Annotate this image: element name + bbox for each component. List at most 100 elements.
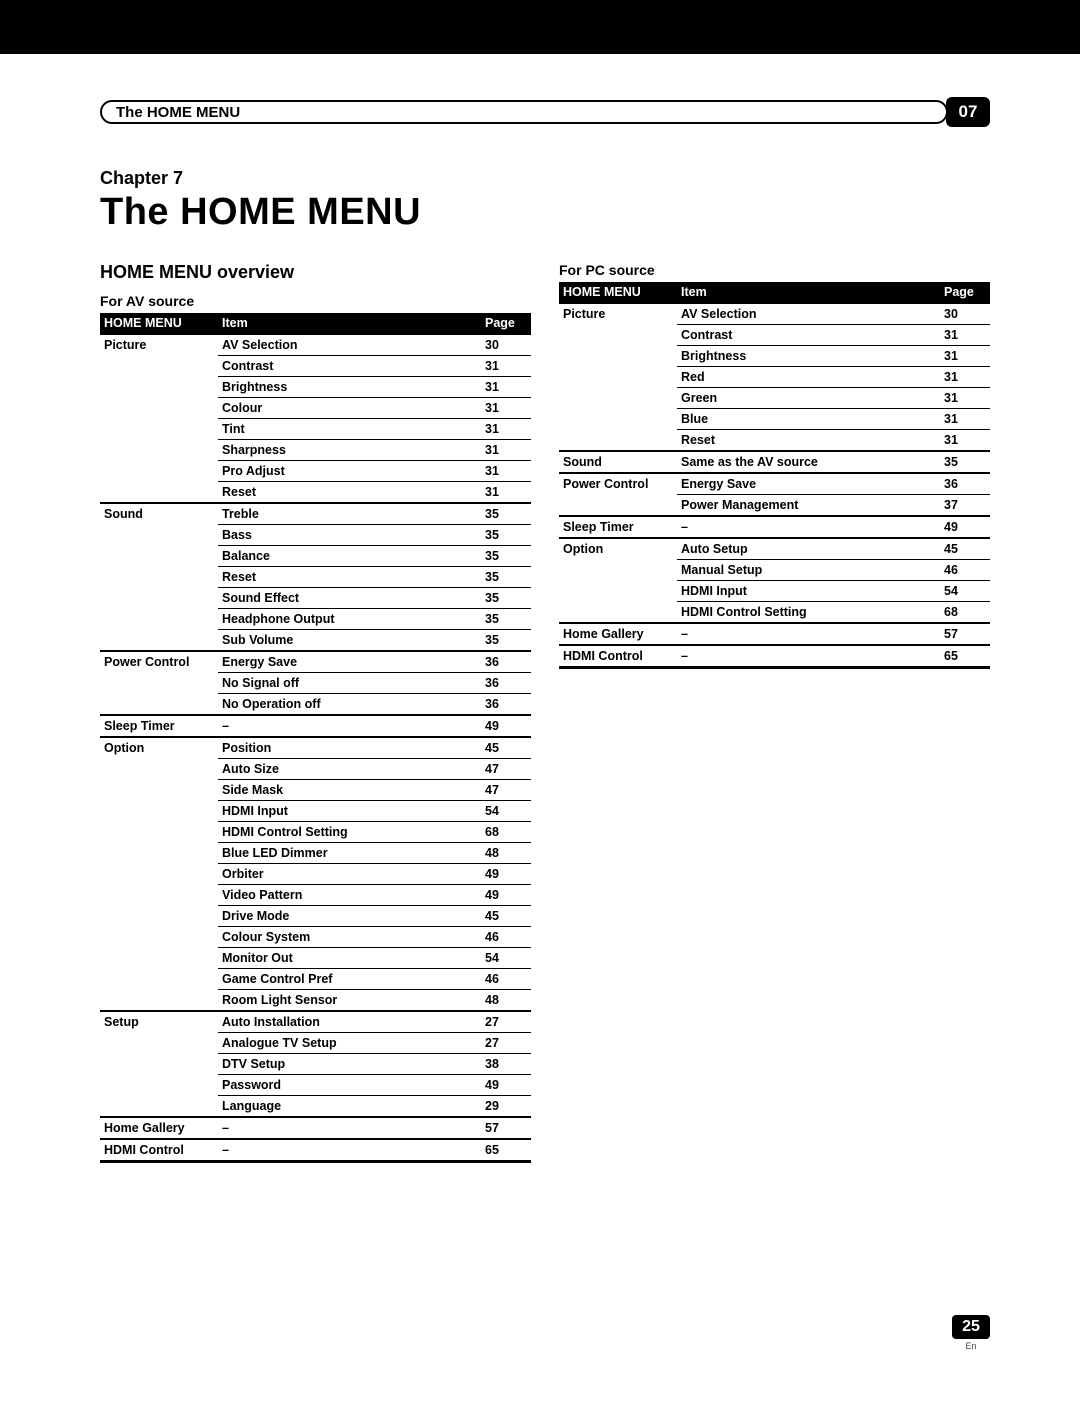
item-cell: Green — [677, 388, 940, 409]
page-cell: 65 — [481, 1139, 531, 1162]
page-cell: 46 — [481, 927, 531, 948]
category-cell-empty — [100, 1033, 218, 1054]
page-cell: 27 — [481, 1033, 531, 1054]
table-row: Tint31 — [100, 419, 531, 440]
page-cell: 35 — [940, 451, 990, 473]
item-cell: HDMI Control Setting — [677, 602, 940, 624]
category-cell-empty — [100, 609, 218, 630]
table-row: Blue LED Dimmer48 — [100, 843, 531, 864]
page-cell: 31 — [481, 377, 531, 398]
item-cell: Auto Setup — [677, 538, 940, 560]
page-cell: 31 — [940, 409, 990, 430]
page-cell: 35 — [481, 525, 531, 546]
category-cell-empty — [559, 325, 677, 346]
item-cell: Reset — [218, 567, 481, 588]
category-cell-empty — [100, 969, 218, 990]
page-cell: 31 — [481, 419, 531, 440]
category-cell: Option — [100, 737, 218, 759]
category-cell-empty — [100, 864, 218, 885]
category-cell-empty — [100, 398, 218, 419]
item-cell: Headphone Output — [218, 609, 481, 630]
item-cell: No Operation off — [218, 694, 481, 716]
category-cell: HDMI Control — [559, 645, 677, 668]
category-cell-empty — [100, 419, 218, 440]
table-row: HDMI Input54 — [100, 801, 531, 822]
page-cell: 31 — [481, 398, 531, 419]
page-cell: 36 — [481, 651, 531, 673]
page-cell: 57 — [481, 1117, 531, 1139]
page-number: 25 — [962, 1318, 980, 1336]
item-cell: Treble — [218, 503, 481, 525]
table-row: Blue31 — [559, 409, 990, 430]
chapter-label: Chapter 7 — [100, 168, 990, 189]
category-cell-empty — [559, 367, 677, 388]
table-row: Power ControlEnergy Save36 — [559, 473, 990, 495]
page-cell: 47 — [481, 780, 531, 801]
page-cell: 29 — [481, 1096, 531, 1118]
table-row: Auto Size47 — [100, 759, 531, 780]
category-cell-empty — [100, 1096, 218, 1118]
page-cell: 49 — [481, 1075, 531, 1096]
item-cell: Analogue TV Setup — [218, 1033, 481, 1054]
col-homemenu: HOME MENU — [559, 282, 677, 303]
item-cell: Sharpness — [218, 440, 481, 461]
page-cell: 35 — [481, 546, 531, 567]
table-row: HDMI Input54 — [559, 581, 990, 602]
item-cell: Language — [218, 1096, 481, 1118]
page-cell: 31 — [481, 356, 531, 377]
table-row: Contrast31 — [559, 325, 990, 346]
item-cell: HDMI Input — [677, 581, 940, 602]
table-row: Headphone Output35 — [100, 609, 531, 630]
item-cell: Blue LED Dimmer — [218, 843, 481, 864]
table-row: Green31 — [559, 388, 990, 409]
table-row: Brightness31 — [559, 346, 990, 367]
category-cell-empty — [100, 780, 218, 801]
column-right: For PC source HOME MENU Item Page Pictur… — [559, 262, 990, 1163]
page-cell: 36 — [940, 473, 990, 495]
category-cell: Option — [559, 538, 677, 560]
page-lang: En — [952, 1341, 990, 1351]
chapter-badge: 07 — [946, 97, 990, 127]
table-row: SetupAuto Installation27 — [100, 1011, 531, 1033]
category-cell-empty — [559, 495, 677, 517]
item-cell: Video Pattern — [218, 885, 481, 906]
table-row: PictureAV Selection30 — [100, 334, 531, 356]
item-cell: Contrast — [218, 356, 481, 377]
category-cell: Power Control — [559, 473, 677, 495]
category-cell-empty — [100, 377, 218, 398]
page-cell: 48 — [481, 843, 531, 864]
item-cell: Bass — [218, 525, 481, 546]
item-cell: Auto Size — [218, 759, 481, 780]
category-cell-empty — [100, 525, 218, 546]
page-cell: 36 — [481, 673, 531, 694]
item-cell: HDMI Input — [218, 801, 481, 822]
category-cell: Sleep Timer — [100, 715, 218, 737]
table-row: Contrast31 — [100, 356, 531, 377]
header-pill: The HOME MENU — [100, 100, 948, 124]
category-cell-empty — [100, 461, 218, 482]
table-row: OptionAuto Setup45 — [559, 538, 990, 560]
table-row: Sleep Timer–49 — [100, 715, 531, 737]
category-cell-empty — [100, 356, 218, 377]
page-cell: 45 — [940, 538, 990, 560]
table-row: Sleep Timer–49 — [559, 516, 990, 538]
category-cell-empty — [100, 694, 218, 716]
page: The HOME MENU 07 Chapter 7 The HOME MENU… — [0, 0, 1080, 1407]
table-row: Game Control Pref46 — [100, 969, 531, 990]
content-columns: HOME MENU overview For AV source HOME ME… — [100, 262, 990, 1163]
page-cell: 35 — [481, 588, 531, 609]
table-row: Reset31 — [100, 482, 531, 504]
page-cell: 46 — [940, 560, 990, 581]
col-item: Item — [218, 313, 481, 334]
category-cell-empty — [100, 546, 218, 567]
category-cell-empty — [100, 567, 218, 588]
table-row: Sub Volume35 — [100, 630, 531, 652]
table-row: No Signal off36 — [100, 673, 531, 694]
table-row: Power Management37 — [559, 495, 990, 517]
col-item: Item — [677, 282, 940, 303]
item-cell: – — [218, 1117, 481, 1139]
item-cell: Password — [218, 1075, 481, 1096]
page-cell: 37 — [940, 495, 990, 517]
page-cell: 31 — [481, 440, 531, 461]
item-cell: Red — [677, 367, 940, 388]
